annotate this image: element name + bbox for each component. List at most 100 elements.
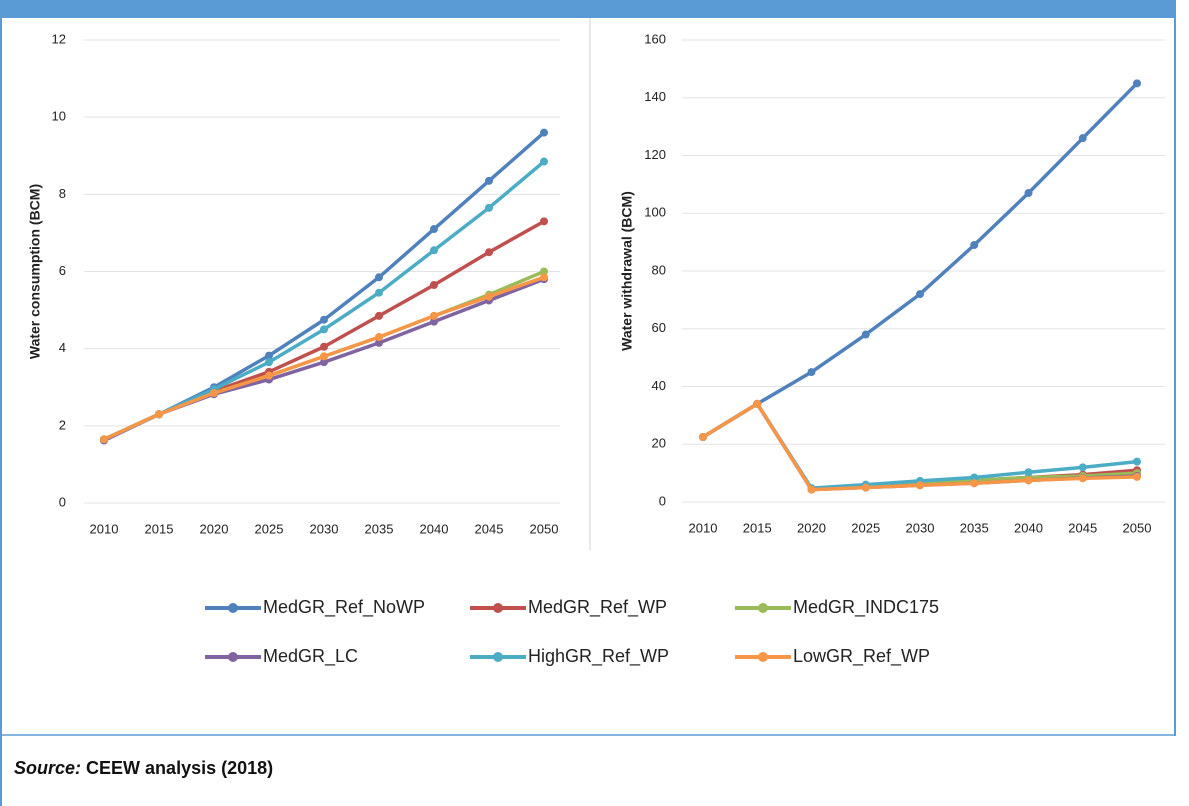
data-point [155, 410, 163, 419]
data-point [970, 241, 979, 250]
source-text: CEEW analysis (2018) [86, 758, 274, 778]
series-line [103, 131, 546, 441]
legend-label: MedGR_Ref_NoWP [263, 597, 425, 618]
data-point [1024, 468, 1033, 477]
source-note: Source: CEEW analysis (2018) [14, 758, 273, 779]
y-tick-label: 2 [59, 417, 66, 432]
data-point [753, 399, 762, 408]
data-point [540, 273, 548, 282]
x-tick-label: 2030 [906, 520, 935, 535]
x-tick-label: 2025 [851, 520, 880, 535]
data-point [1133, 472, 1141, 481]
data-point [265, 358, 273, 367]
data-point [916, 290, 924, 299]
y-tick-label: 12 [52, 31, 66, 46]
data-point [430, 281, 438, 290]
data-point [916, 481, 924, 490]
data-point [1024, 189, 1033, 198]
data-point [375, 273, 383, 282]
data-point [1024, 476, 1033, 485]
data-point [540, 157, 548, 166]
legend-marker [228, 603, 238, 613]
data-point [1133, 79, 1141, 88]
data-point [265, 351, 273, 360]
x-tick-label: 2010 [90, 521, 119, 536]
header-bar [0, 0, 1176, 18]
data-point [807, 485, 816, 494]
data-point [430, 225, 438, 234]
data-point [375, 288, 383, 297]
data-point [1078, 134, 1087, 143]
y-tick-label: 160 [644, 31, 666, 46]
source-label: Source: [14, 758, 82, 778]
data-point [540, 128, 548, 137]
legend-label: LowGR_Ref_WP [793, 646, 930, 667]
data-point [485, 176, 493, 185]
x-tick-label: 2035 [365, 521, 394, 536]
legend-marker [758, 652, 768, 662]
y-tick-label: 4 [59, 340, 66, 355]
data-point [540, 217, 548, 226]
x-tick-label: 2015 [145, 521, 174, 536]
x-tick-label: 2050 [1123, 520, 1152, 535]
data-point [320, 315, 328, 324]
data-point [485, 248, 493, 257]
data-point [485, 292, 493, 301]
y-tick-label: 10 [52, 109, 66, 124]
x-tick-label: 2015 [743, 520, 772, 535]
y-tick-label: 80 [652, 262, 666, 277]
y-tick-label: 8 [59, 186, 66, 201]
legend-label: HighGR_Ref_WP [528, 646, 669, 667]
x-tick-label: 2045 [1068, 520, 1097, 535]
data-point [540, 267, 548, 276]
data-point [320, 358, 328, 367]
x-tick-label: 2035 [960, 520, 989, 535]
x-tick-label: 2040 [420, 521, 449, 536]
y-tick-label: 0 [59, 494, 66, 509]
x-tick-label: 2030 [310, 521, 339, 536]
x-tick-label: 2050 [530, 521, 559, 536]
data-point [430, 311, 438, 320]
y-axis-label: Water withdrawal (BCM) [619, 191, 635, 351]
y-tick-label: 120 [644, 147, 666, 162]
legend-marker [493, 603, 503, 613]
y-tick-label: 40 [652, 378, 666, 393]
data-point [375, 311, 383, 320]
legend-label: MedGR_INDC175 [793, 597, 939, 618]
legend-label: MedGR_LC [263, 646, 358, 667]
data-point [320, 325, 328, 334]
y-tick-label: 6 [59, 263, 66, 278]
data-point [1078, 463, 1087, 472]
legend-marker [228, 652, 238, 662]
x-tick-label: 2010 [689, 520, 718, 535]
data-point [100, 435, 108, 444]
series-line [702, 402, 1138, 491]
y-tick-label: 140 [644, 89, 666, 104]
y-axis-label: Water consumption (BCM) [27, 184, 43, 359]
x-tick-label: 2040 [1014, 520, 1043, 535]
x-tick-label: 2025 [255, 521, 284, 536]
data-point [970, 479, 979, 488]
data-point [375, 338, 383, 347]
y-tick-label: 100 [644, 205, 666, 220]
y-tick-label: 20 [652, 436, 666, 451]
data-point [861, 330, 870, 339]
data-point [485, 203, 493, 212]
y-tick-label: 0 [659, 493, 666, 508]
data-point [320, 352, 328, 361]
series-line [702, 82, 1139, 439]
data-point [430, 246, 438, 255]
legend-marker [493, 652, 503, 662]
data-point [1133, 457, 1141, 466]
y-tick-label: 60 [652, 320, 666, 335]
data-point [210, 389, 218, 398]
data-point [861, 483, 870, 492]
data-point [430, 317, 438, 326]
x-tick-label: 2020 [797, 520, 826, 535]
x-tick-label: 2045 [475, 521, 504, 536]
data-point [970, 473, 979, 482]
data-point [375, 333, 383, 342]
legend-label: MedGR_Ref_WP [528, 597, 667, 618]
